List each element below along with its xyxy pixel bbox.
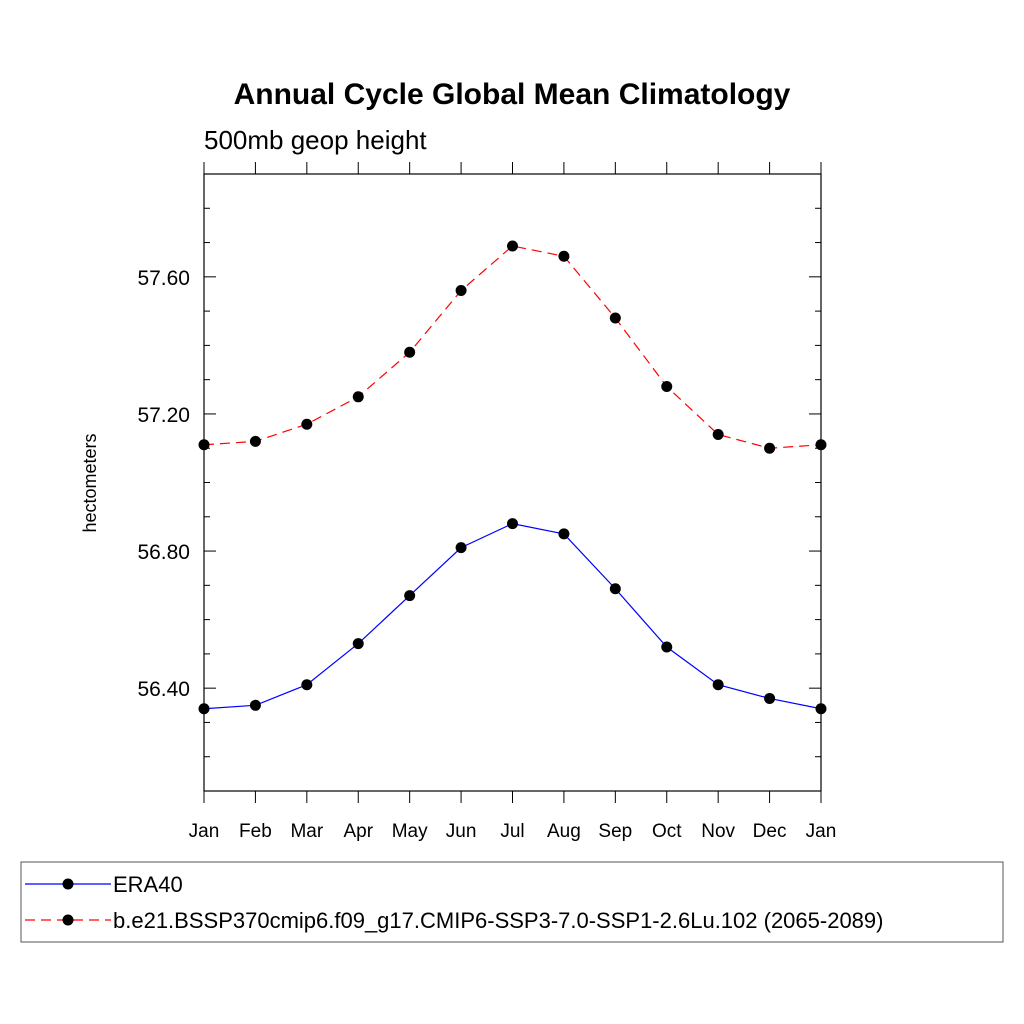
data-point	[507, 518, 518, 530]
data-point	[712, 679, 724, 691]
x-axis-ticks: Jan Feb Mar Apr May Jun Jul Aug Sep Oct Nov Dec Jan	[189, 162, 837, 842]
x-tick-label: Jan	[189, 821, 220, 842]
data-point	[249, 435, 261, 447]
x-tick-label: Feb	[239, 821, 272, 842]
x-tick-label: Mar	[290, 821, 323, 842]
plot-frame	[203, 173, 822, 792]
data-point	[558, 250, 570, 262]
data-point	[249, 699, 261, 711]
data-point	[301, 679, 313, 691]
x-tick-label: Aug	[547, 821, 581, 842]
chart-subtitle: 500mb geop height	[204, 125, 427, 155]
data-point	[764, 692, 776, 704]
x-tick-label: Jul	[500, 821, 524, 842]
x-tick-label: Nov	[701, 821, 735, 842]
legend-label: ERA40	[113, 872, 183, 897]
x-tick-label: Apr	[343, 821, 373, 842]
y-tick-label: 56.80	[137, 541, 190, 564]
data-point	[404, 590, 416, 602]
legend-label: b.e21.BSSP370cmip6.f09_g17.CMIP6-SSP3-7.…	[113, 908, 883, 933]
data-point	[198, 703, 210, 715]
series-2	[198, 240, 827, 454]
plot-border	[203, 173, 822, 792]
y-tick-label: 57.60	[137, 267, 190, 290]
data-point	[609, 583, 621, 595]
x-tick-label: Sep	[598, 821, 632, 842]
y-tick-label: 57.20	[137, 404, 190, 427]
data-point	[764, 442, 776, 454]
data-point	[815, 703, 827, 715]
data-point	[609, 312, 621, 324]
data-point	[455, 285, 467, 297]
chart-title: Annual Cycle Global Mean Climatology	[234, 78, 791, 111]
series-line	[203, 245, 822, 449]
data-point	[455, 542, 467, 554]
series-1	[198, 518, 827, 715]
data-point	[301, 418, 313, 430]
y-axis-label: hectometers	[80, 433, 100, 532]
data-point	[404, 346, 416, 358]
data-point	[661, 381, 673, 393]
data-point	[558, 528, 570, 540]
x-tick-label: Jan	[806, 821, 837, 842]
series-line	[203, 523, 822, 710]
y-axis-ticks: 56.40 56.80 57.20 57.60	[137, 173, 821, 792]
x-tick-label: May	[392, 821, 428, 842]
data-point	[507, 240, 518, 252]
x-tick-label: Oct	[652, 821, 682, 842]
data-point	[661, 641, 673, 653]
data-point	[352, 638, 364, 650]
legend: ERA40 b.e21.BSSP370cmip6.f09_g17.CMIP6-SS…	[20, 861, 1004, 943]
y-tick-label: 56.40	[137, 678, 190, 701]
legend-box	[20, 861, 1004, 943]
data-point	[712, 429, 724, 441]
x-tick-label: Dec	[753, 821, 787, 842]
data-point	[198, 439, 210, 451]
legend-marker	[62, 914, 74, 926]
legend-marker	[62, 878, 74, 890]
x-tick-label: Jun	[446, 821, 477, 842]
data-point	[352, 391, 364, 403]
series-layer	[198, 240, 827, 715]
data-point	[815, 439, 827, 451]
